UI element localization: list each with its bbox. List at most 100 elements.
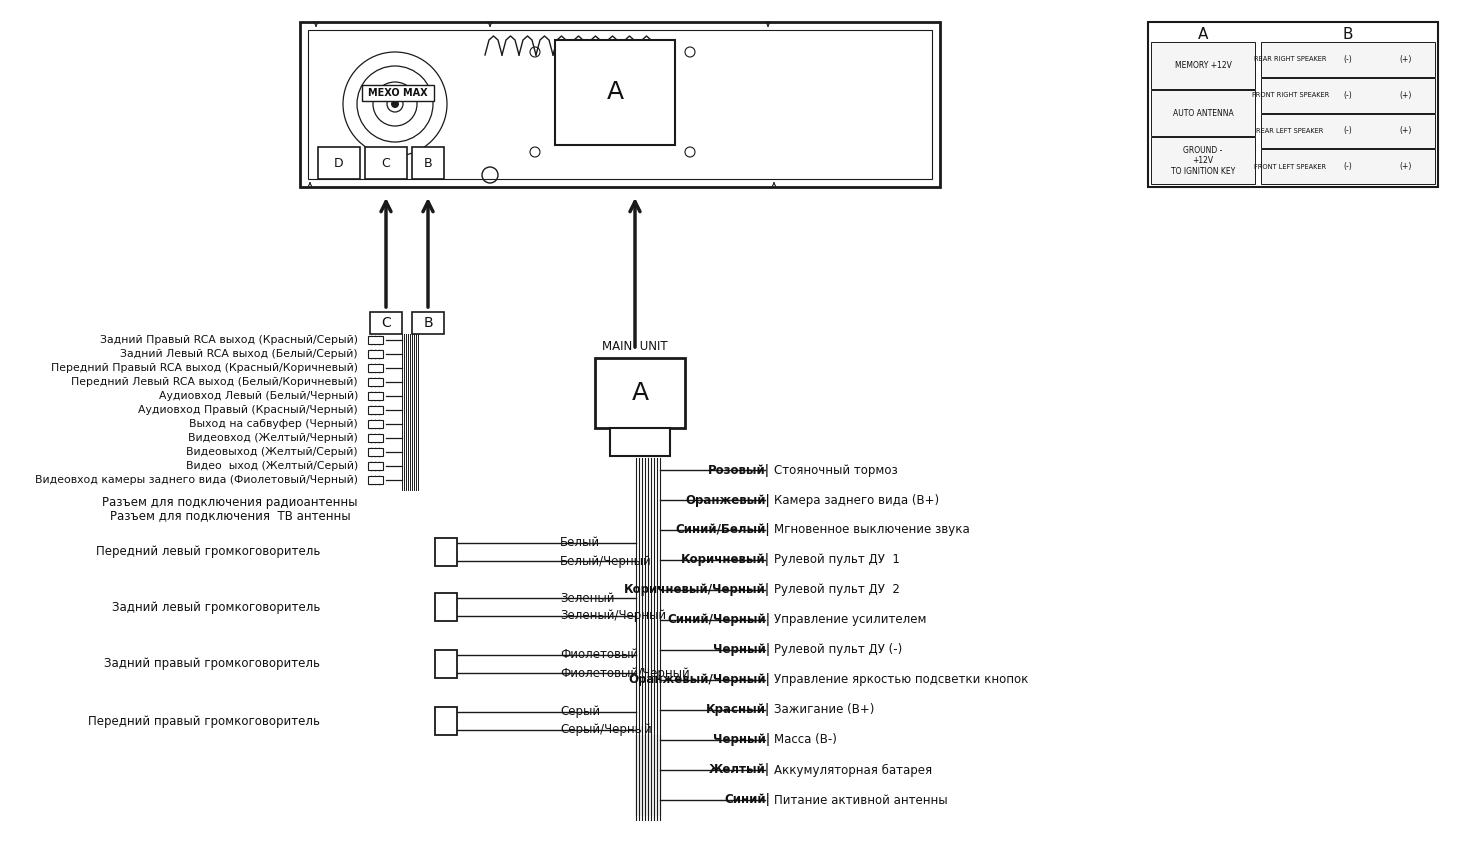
Text: A: A bbox=[1198, 26, 1208, 42]
Bar bbox=[368, 420, 384, 428]
Text: Фиолетовый: Фиолетовый bbox=[560, 649, 638, 661]
Bar bbox=[556, 40, 675, 145]
Text: Серый: Серый bbox=[560, 706, 600, 718]
Text: Рулевой пульт ДУ  2: Рулевой пульт ДУ 2 bbox=[775, 583, 900, 597]
Bar bbox=[368, 448, 384, 456]
Bar bbox=[368, 462, 384, 470]
Text: Стояночный тормоз: Стояночный тормоз bbox=[775, 463, 898, 477]
Text: Желтый|: Желтый| bbox=[709, 763, 770, 777]
Text: D: D bbox=[334, 156, 344, 169]
Text: (+): (+) bbox=[1399, 127, 1413, 135]
Text: Видеовход (Желтый/Черный): Видеовход (Желтый/Черный) bbox=[188, 433, 359, 443]
Text: Зажигание (B+): Зажигание (B+) bbox=[775, 704, 875, 717]
Text: (+): (+) bbox=[1399, 91, 1413, 99]
Text: (-): (-) bbox=[1344, 162, 1352, 171]
Text: MEXO MAX: MEXO MAX bbox=[368, 88, 428, 98]
Bar bbox=[412, 312, 444, 334]
Text: MAIN  UNIT: MAIN UNIT bbox=[603, 339, 667, 353]
Bar bbox=[300, 22, 939, 187]
Bar bbox=[370, 312, 401, 334]
Text: Выход на сабвуфер (Черный): Выход на сабвуфер (Черный) bbox=[190, 419, 359, 429]
Text: Задний Правый RCA выход (Красный/Серый): Задний Правый RCA выход (Красный/Серый) bbox=[100, 335, 359, 345]
Bar bbox=[365, 147, 407, 179]
Bar bbox=[368, 378, 384, 386]
Text: Коричневый|: Коричневый| bbox=[681, 553, 770, 566]
Bar bbox=[368, 392, 384, 400]
Bar bbox=[1151, 89, 1255, 136]
Bar bbox=[318, 147, 360, 179]
Bar bbox=[368, 336, 384, 344]
Bar bbox=[1261, 150, 1435, 184]
Bar bbox=[368, 364, 384, 372]
Text: Разъем для подключения радиоантенны: Разъем для подключения радиоантенны bbox=[103, 496, 357, 508]
Text: C: C bbox=[381, 316, 391, 330]
Text: A: A bbox=[632, 381, 648, 405]
Text: Синий/Черный|: Синий/Черный| bbox=[667, 614, 770, 626]
Bar bbox=[435, 707, 457, 735]
Bar bbox=[1261, 42, 1435, 76]
Text: Красный|: Красный| bbox=[706, 704, 770, 717]
Text: C: C bbox=[382, 156, 391, 169]
Text: Серый/Черный: Серый/Черный bbox=[560, 723, 651, 736]
Text: Видео  ыход (Желтый/Серый): Видео ыход (Желтый/Серый) bbox=[185, 461, 359, 471]
Bar bbox=[362, 85, 434, 101]
Text: Фиолетовый/Черный: Фиолетовый/Черный bbox=[560, 666, 689, 679]
Text: Мгновенное выключение звука: Мгновенное выключение звука bbox=[775, 524, 970, 536]
Text: MEMORY +12V: MEMORY +12V bbox=[1175, 61, 1232, 70]
Text: Зеленый/Черный: Зеленый/Черный bbox=[560, 609, 666, 622]
Text: Рулевой пульт ДУ (-): Рулевой пульт ДУ (-) bbox=[775, 643, 903, 656]
Text: Управление усилителем: Управление усилителем bbox=[775, 614, 926, 626]
Text: Видеовход камеры заднего вида (Фиолетовый/Черный): Видеовход камеры заднего вида (Фиолетовы… bbox=[35, 475, 359, 485]
Text: Разъем для подключения  ТВ антенны: Разъем для подключения ТВ антенны bbox=[110, 509, 350, 523]
Bar bbox=[435, 593, 457, 621]
Text: Аудиовход Левый (Белый/Черный): Аудиовход Левый (Белый/Черный) bbox=[159, 391, 359, 401]
Text: (-): (-) bbox=[1344, 55, 1352, 64]
Text: (-): (-) bbox=[1344, 127, 1352, 135]
Text: Розовый|: Розовый| bbox=[709, 463, 770, 477]
Text: Управление яркостью подсветки кнопок: Управление яркостью подсветки кнопок bbox=[775, 673, 1029, 687]
Text: Синий|: Синий| bbox=[725, 794, 770, 807]
Bar bbox=[435, 538, 457, 566]
Bar bbox=[368, 350, 384, 358]
Text: Передний Правый RCA выход (Красный/Коричневый): Передний Правый RCA выход (Красный/Корич… bbox=[51, 363, 359, 373]
Text: Видеовыход (Желтый/Серый): Видеовыход (Желтый/Серый) bbox=[187, 447, 359, 457]
Text: Черный|: Черный| bbox=[713, 734, 770, 746]
Bar bbox=[309, 30, 932, 179]
Text: Задний правый громкоговоритель: Задний правый громкоговоритель bbox=[104, 658, 320, 671]
Text: Черный|: Черный| bbox=[713, 643, 770, 656]
Text: Синий/Белый|: Синий/Белый| bbox=[675, 524, 770, 536]
Bar bbox=[435, 650, 457, 678]
Bar bbox=[1148, 22, 1438, 187]
Text: Белый: Белый bbox=[560, 536, 600, 549]
Text: Коричневый/Черный|: Коричневый/Черный| bbox=[623, 583, 770, 597]
Bar bbox=[1261, 77, 1435, 112]
Bar bbox=[368, 406, 384, 414]
Text: (+): (+) bbox=[1399, 55, 1413, 64]
Text: Масса (B-): Масса (B-) bbox=[775, 734, 836, 746]
Text: REAR RIGHT SPEAKER: REAR RIGHT SPEAKER bbox=[1254, 56, 1326, 62]
Text: Зеленый: Зеленый bbox=[560, 592, 614, 604]
Text: Передний правый громкоговоритель: Передний правый громкоговоритель bbox=[88, 715, 320, 728]
Bar bbox=[610, 428, 670, 456]
Text: (-): (-) bbox=[1344, 91, 1352, 99]
Bar bbox=[595, 358, 685, 428]
Text: FRONT LEFT SPEAKER: FRONT LEFT SPEAKER bbox=[1254, 164, 1326, 170]
Bar bbox=[1261, 114, 1435, 148]
Text: Камера заднего вида (B+): Камера заднего вида (B+) bbox=[775, 494, 939, 507]
Text: Питание активной антенны: Питание активной антенны bbox=[775, 794, 948, 807]
Text: Передний левый громкоговоритель: Передний левый громкоговоритель bbox=[96, 546, 320, 558]
Text: B: B bbox=[423, 316, 432, 330]
Text: Задний Левый RCA выход (Белый/Серый): Задний Левый RCA выход (Белый/Серый) bbox=[121, 349, 359, 359]
Text: Аудиовход Правый (Красный/Черный): Аудиовход Правый (Красный/Черный) bbox=[138, 405, 359, 415]
Bar bbox=[368, 476, 384, 484]
Text: AUTO ANTENNA: AUTO ANTENNA bbox=[1173, 109, 1233, 117]
Bar bbox=[368, 434, 384, 442]
Circle shape bbox=[391, 100, 398, 108]
Text: Оранжевый|: Оранжевый| bbox=[685, 494, 770, 507]
Text: Задний левый громкоговоритель: Задний левый громкоговоритель bbox=[112, 600, 320, 614]
Text: Аккумуляторная батарея: Аккумуляторная батарея bbox=[775, 763, 932, 777]
Bar bbox=[1151, 42, 1255, 88]
Text: GROUND -
+12V
TO IGNITION KEY: GROUND - +12V TO IGNITION KEY bbox=[1172, 145, 1235, 176]
Text: FRONT RIGHT SPEAKER: FRONT RIGHT SPEAKER bbox=[1251, 92, 1329, 98]
Text: Оранжевый/Черный|: Оранжевый/Черный| bbox=[628, 673, 770, 687]
